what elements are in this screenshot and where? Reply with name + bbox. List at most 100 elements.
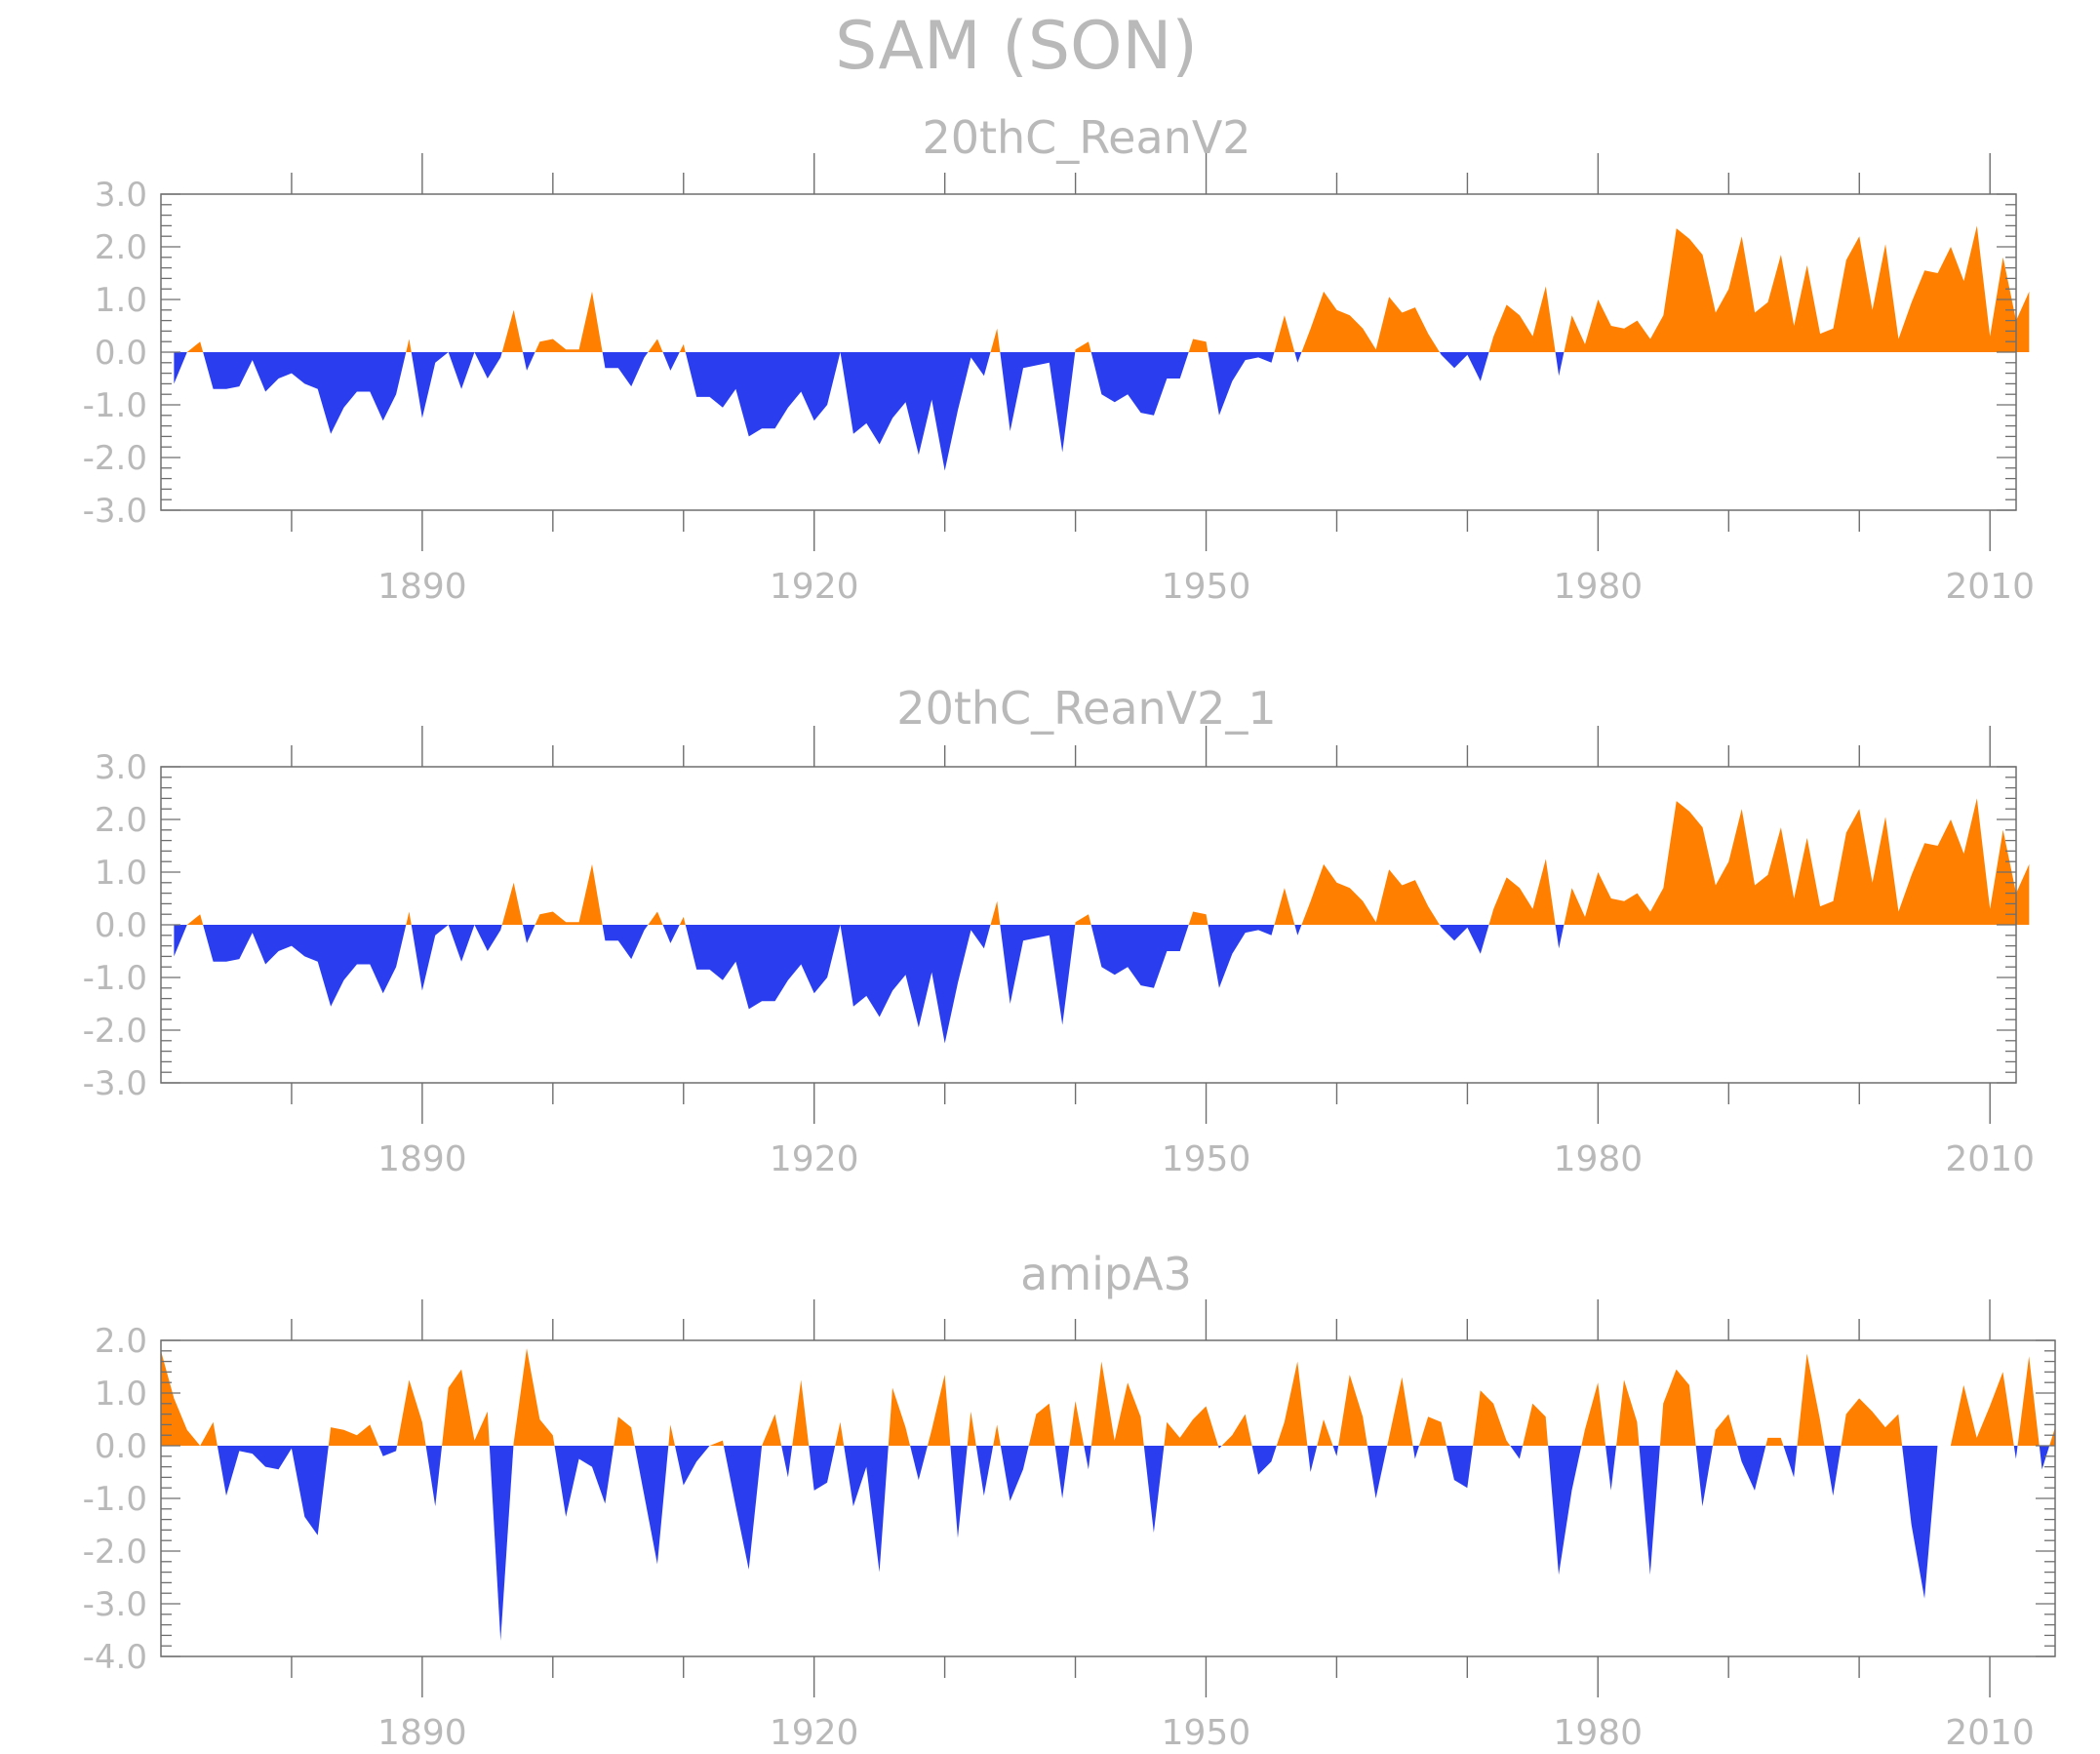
positive-anomaly-area [1274, 888, 1295, 925]
positive-anomaly-area [1616, 1379, 1640, 1446]
negative-anomaly-area [174, 352, 187, 384]
positive-anomaly-area [1188, 911, 1208, 925]
positive-anomaly-area [501, 882, 523, 925]
positive-anomaly-area [1221, 1414, 1252, 1446]
negative-anomaly-area [1824, 1446, 1842, 1496]
negative-anomaly-area [1412, 1446, 1419, 1459]
negative-anomaly-area [2039, 1446, 2050, 1470]
positive-anomaly-area [1028, 1403, 1055, 1446]
y-tick-label: -3.0 [83, 1585, 147, 1624]
negative-anomaly-area [474, 352, 502, 379]
positive-anomaly-area [792, 1379, 810, 1446]
negative-anomaly-area [781, 1446, 793, 1478]
negative-anomaly-area [1548, 1446, 1582, 1575]
negative-anomaly-area [1510, 1446, 1524, 1459]
positive-anomaly-area [1164, 1406, 1218, 1446]
panel-20thc-reanv2: 20thC_ReanV2 -3.0 -2.0 -1.0 0.0 1.0 2.0 3.0 189… [83, 111, 2035, 607]
positive-anomaly-area [1276, 1361, 1308, 1446]
negative-anomaly-area [1439, 352, 1489, 381]
y-tick-label: 2.0 [95, 801, 147, 840]
negative-anomaly-area [1143, 1446, 1165, 1534]
x-tick-label: 1890 [377, 1713, 467, 1753]
negative-anomaly-area [1605, 1446, 1617, 1491]
x-tick-label: 1920 [770, 1713, 859, 1753]
y-tick-label: 3.0 [95, 176, 147, 215]
negative-anomaly-area [840, 352, 991, 471]
negative-anomaly-area [1084, 1446, 1091, 1470]
positive-anomaly-area [1765, 1437, 1784, 1446]
positive-anomaly-area [397, 1379, 426, 1446]
negative-anomaly-area [1294, 925, 1302, 936]
positive-anomaly-area [186, 914, 204, 925]
positive-anomaly-area [648, 339, 663, 352]
y-tick-label: -4.0 [83, 1638, 147, 1677]
x-tick-label: 1950 [1162, 1713, 1251, 1753]
positive-anomaly-area [1301, 863, 1440, 925]
negative-anomaly-area [1090, 925, 1189, 988]
positive-anomaly-area [1564, 225, 2030, 352]
negative-anomaly-area [602, 925, 649, 960]
y-tick-label: -1.0 [83, 1480, 147, 1519]
negative-anomaly-area [674, 1446, 710, 1486]
negative-anomaly-area [1000, 352, 1076, 453]
negative-anomaly-area [844, 1446, 889, 1573]
negative-anomaly-area [1000, 925, 1076, 1025]
positive-anomaly-area [990, 328, 1001, 352]
negative-anomaly-area [840, 925, 991, 1044]
panel-20thc-reanv2-1: 20thC_ReanV2_1 -3.0 -2.0 -1.0 0.0 1.0 2.0 3.0 1… [83, 682, 2035, 1179]
negative-anomaly-area [1294, 352, 1302, 363]
negative-anomaly-area [425, 1446, 443, 1507]
y-tick-label: 3.0 [95, 748, 147, 787]
positive-anomaly-area [888, 1387, 911, 1446]
negative-anomaly-area [1208, 352, 1275, 416]
positive-anomaly-area [993, 1424, 1001, 1446]
positive-anomaly-area [1488, 286, 1556, 352]
negative-anomaly-area [950, 1446, 968, 1538]
negative-anomaly-area [1446, 1446, 1474, 1489]
y-tick-label: 0.0 [95, 1427, 147, 1466]
y-tick-label: 1.0 [95, 1375, 147, 1414]
positive-anomaly-area [679, 343, 686, 352]
positive-anomaly-area [967, 1411, 976, 1446]
main-title: SAM (SON) [835, 8, 1198, 85]
negative-anomaly-area [662, 352, 680, 371]
negative-anomaly-area [1783, 1446, 1798, 1478]
negative-anomaly-area [474, 925, 502, 951]
negative-anomaly-area [1000, 1446, 1029, 1501]
negative-anomaly-area [448, 925, 475, 962]
y-tick-label: 1.0 [95, 854, 147, 893]
series-fill [161, 1348, 2055, 1641]
negative-anomaly-area [662, 925, 680, 943]
positive-anomaly-area [1581, 1382, 1606, 1446]
positive-anomaly-area [1075, 341, 1091, 352]
positive-anomaly-area [1075, 914, 1091, 925]
negative-anomaly-area [809, 1446, 836, 1491]
x-tick-label: 2010 [1945, 1713, 2035, 1753]
positive-anomaly-area [1797, 1353, 1825, 1446]
panel-amipa3: amipA3 -4.0 -3.0 -2.0 -1.0 0.0 1.0 2.0 1890 1920… [83, 1248, 2056, 1753]
y-tick-label: -1.0 [83, 386, 147, 425]
negative-anomaly-area [489, 1446, 514, 1641]
negative-anomaly-area [1090, 352, 1189, 416]
y-tick-label: -3.0 [83, 1064, 147, 1103]
positive-anomaly-area [709, 1440, 724, 1446]
positive-anomaly-area [1188, 339, 1208, 352]
positive-anomaly-area [2049, 1427, 2055, 1446]
x-tick-label: 2010 [1945, 567, 2035, 607]
negative-anomaly-area [1555, 352, 1565, 377]
positive-anomaly-area [990, 900, 1001, 925]
negative-anomaly-area [975, 1446, 994, 1496]
negative-anomaly-area [522, 352, 535, 371]
y-tick-label: 2.0 [95, 1322, 147, 1361]
positive-anomaly-area [513, 1348, 555, 1446]
positive-anomaly-area [406, 911, 412, 925]
positive-anomaly-area [1387, 1376, 1413, 1446]
positive-anomaly-area [1659, 1369, 1696, 1446]
negative-anomaly-area [411, 925, 449, 991]
positive-anomaly-area [1937, 1372, 2014, 1446]
x-tick-label: 1920 [770, 1139, 859, 1179]
positive-anomaly-area [328, 1424, 379, 1446]
positive-anomaly-area [835, 1421, 845, 1446]
negative-anomaly-area [522, 925, 535, 943]
positive-anomaly-area [1338, 1375, 1367, 1446]
